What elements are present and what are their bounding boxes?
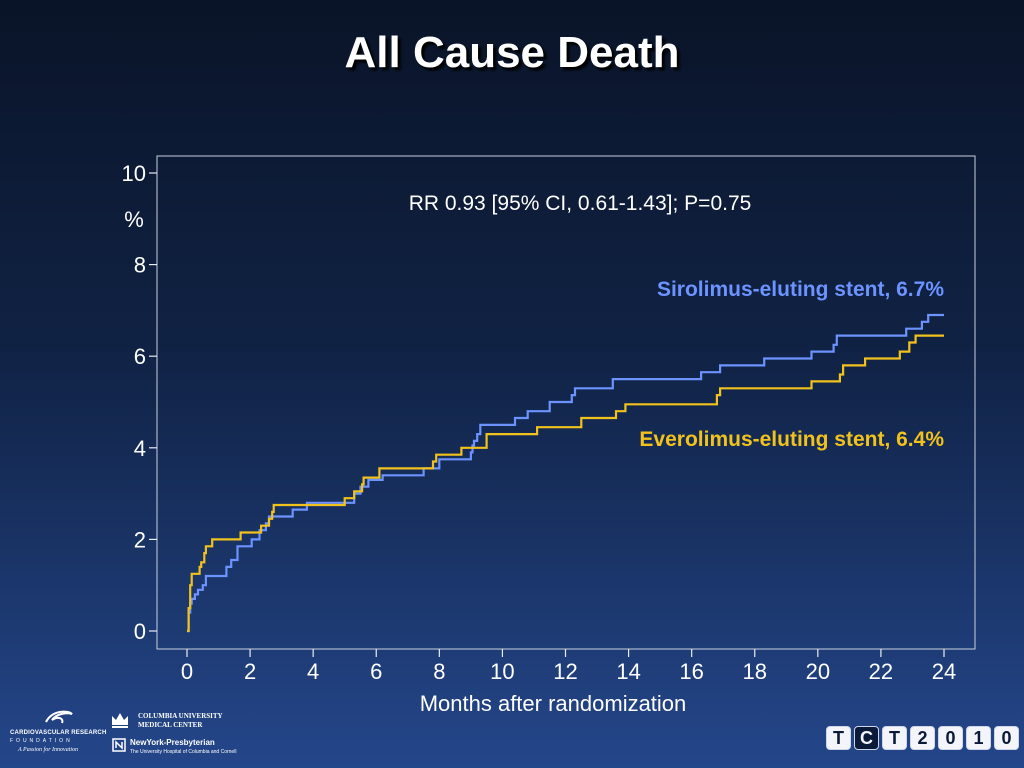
rr-annotation: RR 0.93 [95% CI, 0.61-1.43]; P=0.75	[409, 192, 752, 215]
tct-logo-letter: 0	[994, 726, 1019, 750]
x-tick-label: 14	[616, 659, 640, 684]
sponsor-logos: CARDIOVASCULAR RESEARCH FOUNDATION A Pas…	[10, 708, 260, 760]
x-tick-label: 16	[679, 659, 703, 684]
columbia-nyp-logo: COLUMBIA UNIVERSITY MEDICAL CENTER NewYo…	[110, 708, 260, 760]
x-tick-label: 20	[806, 659, 830, 684]
tct-logo-letter: T	[826, 726, 851, 750]
y-tick-label: 10	[122, 161, 146, 186]
crf-logo: CARDIOVASCULAR RESEARCH FOUNDATION A Pas…	[10, 708, 107, 760]
tct-logo-letter: 1	[966, 726, 991, 750]
nyp-name: NewYork-Presbyterian	[130, 738, 215, 747]
x-tick-label: 22	[869, 659, 893, 684]
tct-logo-letter: T	[882, 726, 907, 750]
tct-logo-letter: C	[854, 726, 879, 750]
x-tick-label: 12	[553, 659, 577, 684]
series-line-1	[187, 313, 944, 633]
x-tick-label: 2	[244, 659, 256, 684]
y-tick-label: 6	[134, 344, 146, 369]
y-axis-label: %	[124, 207, 144, 232]
crown-icon	[112, 713, 128, 728]
tct-logo-letter: 2	[910, 726, 935, 750]
x-tick-label: 8	[433, 659, 445, 684]
slide-title: All Cause Death	[344, 28, 680, 77]
crf-tagline: A Passion for Innovation	[18, 747, 79, 753]
crf-swoosh-icon	[45, 710, 73, 724]
x-tick-label: 0	[181, 659, 193, 684]
columbia-line2: MEDICAL CENTER	[138, 721, 203, 729]
x-tick-label: 24	[932, 659, 956, 684]
crf-foundation: FOUNDATION	[10, 738, 73, 744]
tct-logo-letter: 0	[938, 726, 963, 750]
y-tick-label: 0	[134, 619, 146, 644]
nyp-icon	[112, 738, 126, 752]
series-label-1: Sirolimus-eluting stent, 6.7%	[657, 278, 944, 301]
y-tick-label: 2	[134, 527, 146, 552]
columbia-line1: COLUMBIA UNIVERSITY	[138, 712, 223, 720]
series-label-2: Everolimus-eluting stent, 6.4%	[639, 428, 944, 451]
y-tick-label: 8	[134, 253, 146, 278]
x-tick-label: 6	[370, 659, 382, 684]
x-tick-label: 4	[307, 659, 319, 684]
series-line-2	[187, 334, 944, 633]
y-tick-label: 4	[134, 436, 146, 461]
crf-name: CARDIOVASCULAR RESEARCH	[10, 730, 107, 736]
x-tick-label: 18	[743, 659, 767, 684]
columbia-name: COLUMBIA UNIVERSITY MEDICAL CENTER	[138, 712, 223, 730]
x-tick-label: 10	[490, 659, 514, 684]
x-axis-label: Months after randomization	[420, 691, 687, 716]
nyp-subtitle: The University Hospital of Columbia and …	[130, 749, 237, 755]
